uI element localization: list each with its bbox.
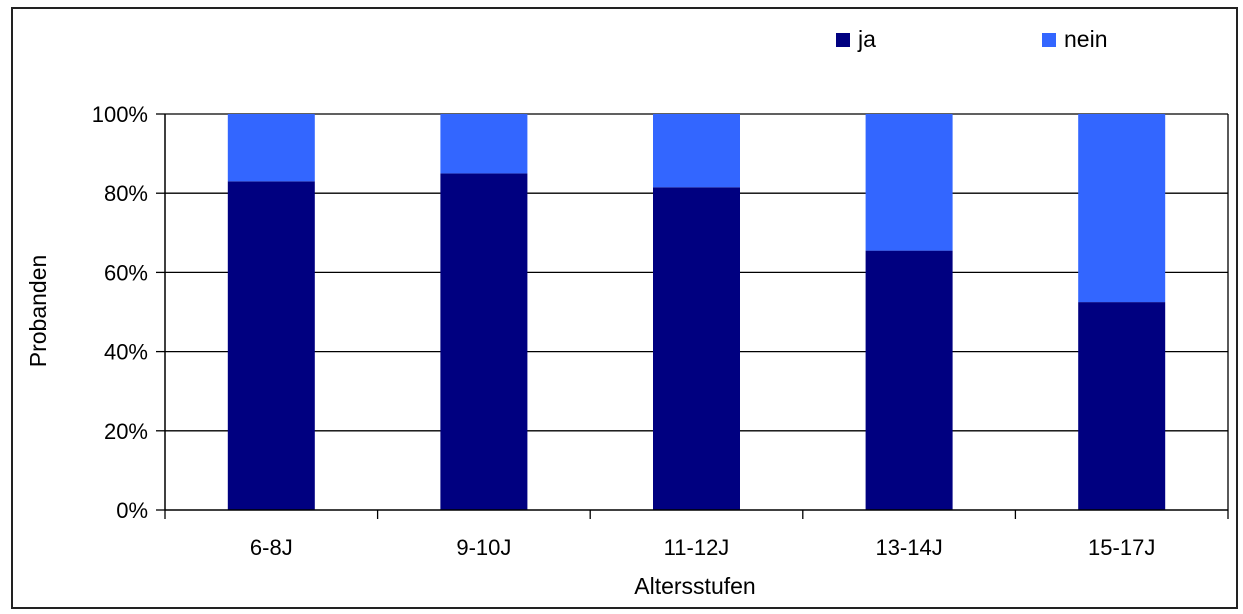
x-tick-label: 13-14J — [875, 535, 942, 560]
legend-swatch-nein — [1042, 33, 1056, 47]
bar-ja — [865, 250, 953, 510]
legend-swatch-ja — [836, 33, 850, 47]
y-tick-label: 80% — [104, 181, 148, 206]
bar-ja — [440, 173, 528, 510]
bar-nein — [1078, 114, 1166, 303]
bar-ja — [227, 181, 315, 510]
bar-nein — [440, 114, 528, 174]
legend-label-ja: ja — [857, 26, 876, 52]
bar-nein — [865, 114, 953, 251]
x-tick-label: 6-8J — [250, 535, 293, 560]
y-tick-label: 60% — [104, 260, 148, 285]
y-axis-title: Probanden — [25, 255, 51, 368]
y-tick-label: 20% — [104, 419, 148, 444]
y-tick-label: 40% — [104, 340, 148, 365]
bars — [227, 114, 1166, 510]
y-tick-labels: 0% 20% 40% 60% 80% 100% — [92, 102, 148, 523]
chart-border — [11, 7, 1238, 609]
bar-nein — [227, 114, 315, 182]
legend-label-nein: nein — [1064, 26, 1107, 52]
axes — [156, 113, 1229, 519]
bar-nein — [653, 114, 740, 188]
x-tick-labels: 6-8J 9-10J 11-12J 13-14J 15-17J — [250, 535, 1155, 560]
bar-ja — [1078, 302, 1166, 510]
y-tick-label: 100% — [92, 102, 148, 127]
legend: ja nein — [836, 26, 1107, 52]
x-tick-label: 11-12J — [664, 535, 730, 560]
x-tick-label: 15-17J — [1088, 535, 1155, 560]
bar-ja — [653, 187, 740, 510]
x-axis-title: Altersstufen — [634, 573, 755, 599]
y-tick-label: 0% — [116, 498, 148, 523]
x-tick-label: 9-10J — [456, 535, 511, 560]
